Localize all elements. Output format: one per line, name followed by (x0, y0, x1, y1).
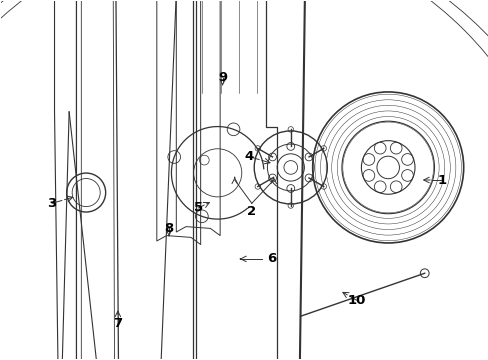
Text: 7: 7 (113, 317, 122, 330)
Text: 1: 1 (436, 174, 446, 186)
Text: 6: 6 (266, 252, 275, 265)
Text: 2: 2 (247, 205, 256, 218)
Text: 3: 3 (47, 197, 57, 210)
Text: 9: 9 (218, 71, 227, 84)
Text: 5: 5 (193, 202, 203, 215)
Text: 4: 4 (244, 150, 253, 163)
Text: 8: 8 (164, 222, 173, 235)
Text: 10: 10 (346, 294, 365, 307)
